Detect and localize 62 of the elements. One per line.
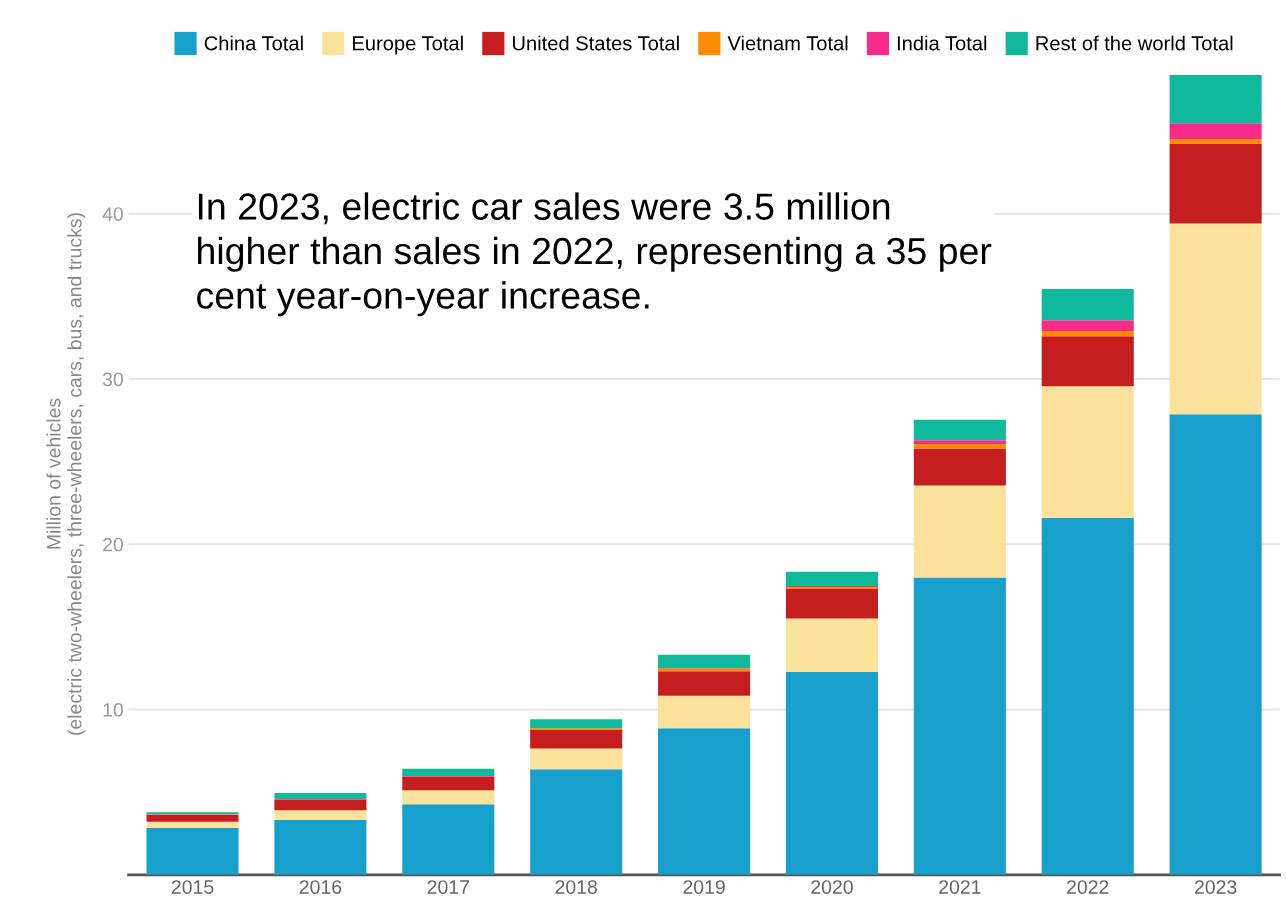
legend-label: Rest of the world Total bbox=[1036, 35, 1233, 51]
bar bbox=[1169, 123, 1262, 139]
bar bbox=[1169, 143, 1262, 224]
bar bbox=[530, 719, 623, 729]
x-tick-label: 2020 bbox=[811, 880, 853, 894]
y-axis-title: Million of vehicles (electric two-wheelers, three-wheelers, cars, bus, and trucks) bbox=[46, 213, 86, 735]
x-tick-label: 2019 bbox=[683, 880, 725, 894]
y-tick-label: 20 bbox=[103, 537, 123, 552]
bar bbox=[1169, 223, 1262, 415]
x-tick-label: 2023 bbox=[1194, 880, 1237, 894]
x-tick-label: 2015 bbox=[171, 880, 214, 894]
bar bbox=[1041, 289, 1134, 321]
bar bbox=[1041, 386, 1134, 518]
bar bbox=[1169, 414, 1262, 875]
bar bbox=[913, 485, 1006, 578]
bar bbox=[1169, 75, 1262, 124]
bar bbox=[530, 730, 623, 749]
bar bbox=[913, 577, 1006, 875]
bar bbox=[1041, 517, 1134, 875]
bar bbox=[146, 814, 239, 822]
legend-label: India Total bbox=[897, 35, 987, 51]
bar bbox=[402, 768, 495, 777]
bar bbox=[785, 618, 879, 673]
bar bbox=[913, 443, 1006, 449]
bar bbox=[146, 821, 239, 829]
bar bbox=[785, 672, 879, 875]
bar bbox=[913, 419, 1006, 441]
bar bbox=[1041, 336, 1134, 387]
bar bbox=[1041, 320, 1134, 331]
bar bbox=[402, 804, 495, 875]
annotation: In 2023, electric car sales were 3.5 million higher than sales in 2022, representing a 35 per cent year-on-year increase. bbox=[197, 192, 992, 317]
bar bbox=[785, 571, 879, 587]
x-tick-label: 2018 bbox=[555, 880, 597, 894]
bar bbox=[785, 589, 879, 619]
bar bbox=[274, 792, 367, 800]
bar bbox=[274, 820, 367, 875]
legend-label: United States Total bbox=[512, 35, 679, 51]
bar bbox=[658, 695, 751, 729]
bar bbox=[658, 728, 751, 875]
bar bbox=[658, 654, 751, 668]
bar bbox=[274, 799, 367, 811]
bar bbox=[530, 748, 623, 770]
x-tick-label: 2017 bbox=[427, 880, 469, 894]
bar bbox=[913, 448, 1006, 486]
legend-label: Vietnam Total bbox=[727, 35, 848, 51]
x-tick-label: 2021 bbox=[939, 880, 981, 894]
y-tick-label: 30 bbox=[102, 372, 123, 387]
legend-label: China Total bbox=[204, 35, 303, 51]
bar bbox=[274, 810, 367, 821]
bar bbox=[530, 769, 623, 875]
bar bbox=[658, 671, 751, 696]
bar bbox=[402, 790, 495, 805]
y-tick-label: 10 bbox=[103, 702, 123, 717]
bar bbox=[1169, 138, 1262, 144]
legend-label: Europe Total bbox=[353, 35, 463, 55]
bar bbox=[1041, 330, 1134, 337]
x-tick-label: 2022 bbox=[1067, 880, 1109, 894]
bar bbox=[146, 828, 239, 875]
x-tick-label: 2016 bbox=[299, 880, 342, 894]
bar bbox=[402, 776, 495, 791]
bar bbox=[913, 440, 1006, 444]
y-tick-label: 40 bbox=[102, 207, 123, 221]
